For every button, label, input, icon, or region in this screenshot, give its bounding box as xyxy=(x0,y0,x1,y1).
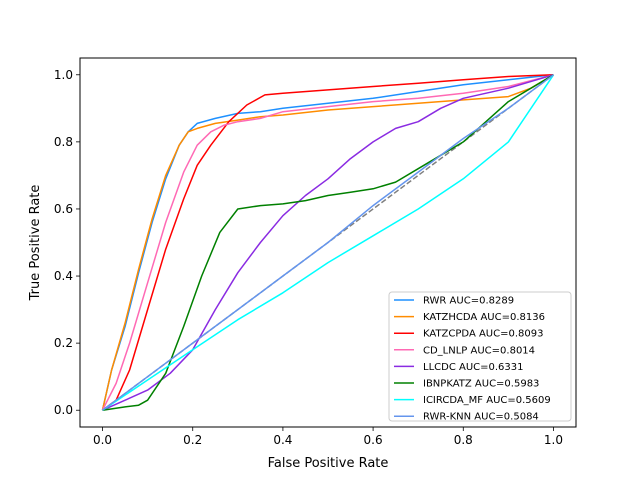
legend-entry-6: ICIRCDA_MF AUC=0.5609 xyxy=(423,395,551,406)
axis-ticks: 0.0 0.2 0.4 0.6 0.8 1.0 0.0 0.2 0.4 0.6 0.8 1.0 xyxy=(54,68,563,447)
plot-area xyxy=(101,74,555,411)
series-line-5 xyxy=(102,74,554,411)
legend-entry-7: RWR-KNN AUC=0.5084 xyxy=(423,412,539,423)
series-line-0 xyxy=(101,74,554,411)
x-axis-label: False Positive Rate xyxy=(268,456,389,471)
legend-entry-1: KATZHCDA AUC=0.8136 xyxy=(423,312,545,323)
series-line-3 xyxy=(101,74,554,411)
x-tick-label: 0.4 xyxy=(273,433,292,447)
legend-box xyxy=(388,291,572,422)
legend-entry-4: LLCDC AUC=0.6331 xyxy=(423,362,524,373)
x-tick-label: 0.2 xyxy=(183,433,202,447)
legend-entry-0: RWR AUC=0.8289 xyxy=(423,296,514,307)
x-tick-label: 0.8 xyxy=(454,433,473,447)
x-tick-label: 1.0 xyxy=(544,433,563,447)
y-tick-label: 0.2 xyxy=(54,336,73,350)
legend: RWR AUC=0.8289 KATZHCDA AUC=0.8136 KATZCPD… xyxy=(388,291,572,423)
series-line-7 xyxy=(102,74,554,411)
x-tick-label: 0.0 xyxy=(93,433,112,447)
legend-entry-2: KATZCPDA AUC=0.8093 xyxy=(423,329,543,340)
y-tick-label: 1.0 xyxy=(54,68,73,82)
y-tick-label: 0.6 xyxy=(54,202,73,216)
y-axis-label: True Positive Rate xyxy=(28,185,43,302)
y-tick-label: 0.8 xyxy=(54,135,73,149)
x-tick-label: 0.6 xyxy=(364,433,383,447)
series-line-6 xyxy=(102,74,555,411)
y-tick-label: 0.0 xyxy=(54,403,73,417)
axes-frame xyxy=(79,57,577,428)
y-tick-label: 0.4 xyxy=(54,269,73,283)
series-line-2 xyxy=(102,74,554,411)
legend-entry-5: IBNPKATZ AUC=0.5983 xyxy=(423,379,539,390)
series-line-4 xyxy=(102,74,554,411)
legend-entry-3: CD_LNLP AUC=0.8014 xyxy=(423,345,535,356)
series-line-1 xyxy=(101,74,554,411)
